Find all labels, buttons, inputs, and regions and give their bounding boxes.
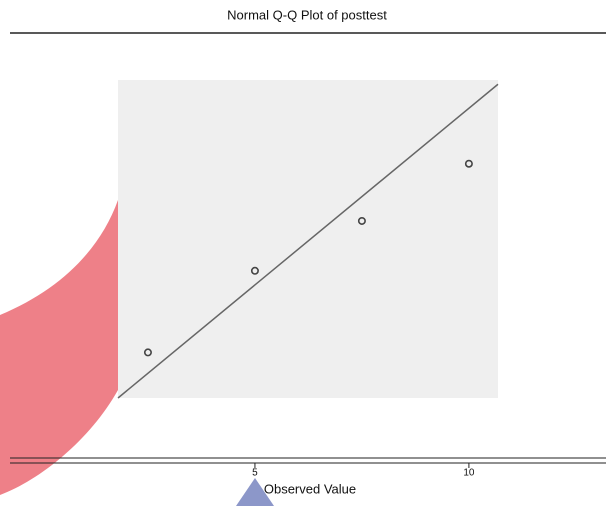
chart-title: Normal Q-Q Plot of posttest xyxy=(227,7,387,22)
reference-line xyxy=(117,83,499,399)
x-axis-label: Observed Value xyxy=(264,481,356,496)
point xyxy=(357,216,366,225)
decoration-blob xyxy=(0,200,118,495)
point xyxy=(464,159,473,168)
point xyxy=(143,348,152,357)
x-tick-label: 5 xyxy=(252,468,258,479)
point xyxy=(250,266,259,275)
decoration-triangle xyxy=(236,478,274,506)
x-tick-label: 10 xyxy=(463,468,475,479)
